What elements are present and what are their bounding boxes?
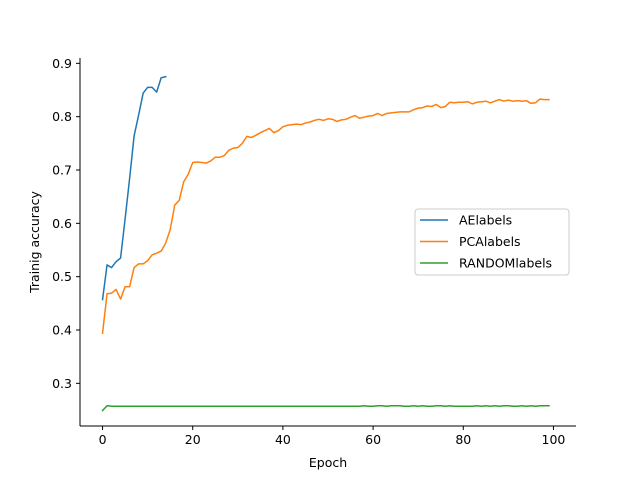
legend: AElabels PCAlabels RANDOMlabels	[414, 208, 570, 276]
legend-label: PCAlabels	[459, 234, 521, 249]
series-line-pcalabels	[101, 98, 550, 335]
x-tick-label: 100	[542, 432, 566, 447]
series-line-randomlabels	[101, 404, 550, 412]
axes-layer	[79, 58, 576, 427]
x-ticks: 0 20 40 60 80 100	[99, 426, 566, 447]
y-ticks: 0.3 0.4 0.5 0.6 0.7 0.8 0.9	[52, 56, 80, 391]
y-tick-label: 0.4	[52, 323, 72, 338]
x-axis-label: Epoch	[309, 455, 347, 470]
y-tick-label: 0.5	[52, 269, 72, 284]
x-tick-label: 20	[185, 432, 201, 447]
x-tick-label: 80	[455, 432, 471, 447]
x-tick-label: 60	[365, 432, 381, 447]
legend-label: RANDOMlabels	[459, 256, 552, 271]
y-tick-label: 0.7	[52, 163, 72, 178]
x-tick-label: 40	[275, 432, 291, 447]
x-tick-label: 0	[99, 432, 107, 447]
y-tick-label: 0.8	[52, 109, 72, 124]
series-line-aelabels	[101, 75, 167, 301]
legend-label: AElabels	[459, 213, 512, 228]
legend-box	[414, 208, 570, 276]
y-tick-label: 0.6	[52, 216, 72, 231]
y-tick-label: 0.3	[52, 376, 72, 391]
y-axis-label: Trainig accuracy	[27, 191, 42, 294]
y-tick-label: 0.9	[52, 56, 72, 71]
series-layer	[101, 75, 550, 412]
